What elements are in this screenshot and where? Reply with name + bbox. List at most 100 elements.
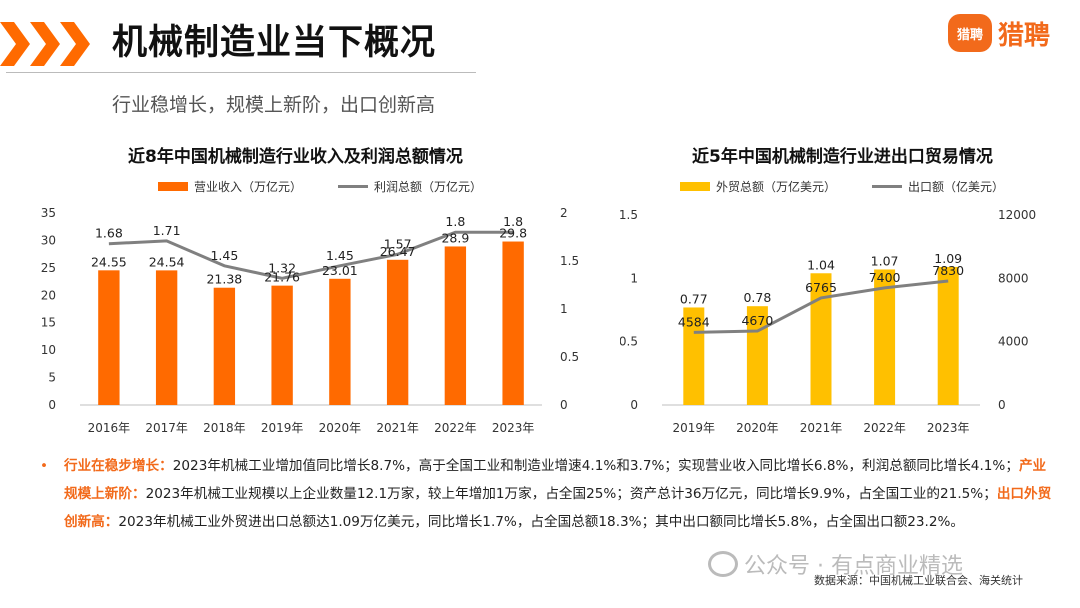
- chart2-left-tick-label: 1: [630, 271, 638, 285]
- chart2-line-value-label: 7830: [932, 263, 964, 278]
- chart2-category-label: 2019年: [673, 421, 716, 435]
- chart1-bar-value-label: 26.47: [380, 244, 416, 259]
- chart1-line-value-label: 1.8: [503, 214, 523, 229]
- chart1-legend-line-swatch: [338, 185, 369, 188]
- chart1-category-label: 2016年: [88, 421, 131, 435]
- chart2-legend-line-label: 出口额（亿美元）: [908, 180, 1005, 194]
- logo-text: 猎聘: [998, 20, 1051, 51]
- chart1-bar-value-label: 28.9: [441, 230, 469, 245]
- chart2-bar-value-label: 0.77: [680, 291, 708, 306]
- chart1-line-value-label: 1.8: [445, 214, 465, 229]
- chart2-line-value-label: 6765: [805, 280, 837, 295]
- chart1-legend-line-label: 利润总额（万亿元）: [374, 180, 483, 194]
- chart2-legend-bar-label: 外贸总额（万亿美元）: [716, 180, 837, 194]
- chart1-left-tick-label: 10: [41, 343, 56, 357]
- wechat-icon: [708, 551, 738, 577]
- chart1-line-value-label: 1.32: [268, 260, 296, 275]
- chart2-line-value-label: 4670: [741, 313, 773, 328]
- text-growth: 2023年机械工业增加值同比增长8.7%，高于全国工业和制造业增速4.1%和3.…: [172, 458, 1019, 474]
- chart2-svg: 0 0.5 1 1.5 0 4000 8000 12000 2019年 2020年 2021年 202…: [620, 208, 1036, 435]
- chart1-line-series: [108, 230, 514, 280]
- chart2-category-label: 2023年: [927, 421, 970, 435]
- chart2-category-label: 2022年: [863, 421, 906, 435]
- summary-paragraph: • 行业在稳步增长：2023年机械工业增加值同比增长8.7%，高于全国工业和制造…: [40, 452, 1052, 536]
- highlight-growth: 行业在稳步增长：: [64, 458, 173, 474]
- chart1-category-label: 2018年: [203, 421, 246, 435]
- chart2-category-label: 2021年: [800, 421, 843, 435]
- chart1-left-tick-label: 15: [41, 316, 56, 330]
- chart2-right-tick-label: 4000: [998, 335, 1029, 349]
- chart1-category-label: 2017年: [145, 421, 188, 435]
- chart2-right-tick-label: 0: [998, 398, 1006, 412]
- chart1-bar: [329, 278, 351, 405]
- chart1-bar-value-label: 23.01: [322, 263, 358, 278]
- chart2-bar-value-label: 1.04: [807, 257, 835, 272]
- chart1-right-tick-label: 0: [560, 398, 568, 412]
- chart1-line-value-label: 1.45: [326, 248, 354, 263]
- title-divider: [6, 72, 476, 73]
- chevrons-decoration: [0, 22, 90, 66]
- chart1-category-label: 2021年: [376, 421, 419, 435]
- chart2-bar-value-label: 1.09: [934, 251, 962, 266]
- chart1-bar: [98, 270, 120, 405]
- chart2-left-tick-label: 0.5: [620, 335, 638, 349]
- chart1-bar-value-label: 21.76: [264, 270, 300, 285]
- chart2-bar-value-label: 1.07: [871, 253, 899, 268]
- chart1-right-tick-label: 1: [560, 302, 568, 316]
- chart2-line-series: [693, 279, 949, 334]
- chart1-legend-bar-label: 营业收入（万亿元）: [194, 180, 303, 194]
- chart1-left-tick-label: 5: [48, 371, 56, 385]
- chart2-left-tick-label: 0: [630, 398, 638, 412]
- watermark-text: 公众号 · 有点商业精选: [744, 554, 963, 579]
- chart1-right-tick-label: 2: [560, 206, 568, 220]
- chart1-bar-value-label: 21.38: [206, 272, 242, 287]
- chart2-line-value-label: 7400: [869, 270, 901, 285]
- chart1-left-tick-label: 25: [41, 261, 56, 275]
- chart1-category-label: 2019年: [261, 421, 304, 435]
- chart1-bar-value-label: 29.8: [499, 226, 527, 241]
- chart1-bar: [271, 285, 293, 405]
- chart2-bar: [937, 266, 959, 405]
- text-scale: 2023年机械工业规模以上企业数量12.1万家，较上年增加1万家，占全国25%；…: [145, 486, 997, 502]
- highlight-export: 出口外贸创新高：: [64, 486, 1052, 530]
- page-subtitle: 行业稳增长，规模上新阶，出口创新高: [112, 94, 436, 116]
- bullet-dot: •: [40, 458, 49, 474]
- watermark: 公众号 · 有点商业精选: [708, 548, 963, 580]
- chart1-left-tick-label: 30: [41, 233, 56, 247]
- chart2-bar-value-label: 0.78: [743, 290, 771, 305]
- chart1-bar-value-label: 24.55: [91, 254, 127, 269]
- chart1-category-label: 2022年: [434, 421, 477, 435]
- page-title: 机械制造业当下概况: [112, 23, 437, 63]
- chart1-svg: 0 5 10 15 20 25 30 35 0 0.5 1 1.5 2 2016年 2017年 2018年 20…: [41, 206, 579, 435]
- chart1-line-value-label: 1.68: [95, 226, 123, 241]
- chart2-left-tick-label: 1.5: [620, 208, 638, 222]
- chart1-line-value-label: 1.45: [210, 248, 238, 263]
- logo-badge: 猎聘: [948, 14, 992, 52]
- chart1-legend: 营业收入（万亿元） 利润总额（万亿元）: [158, 178, 482, 195]
- chart1-bar-value-label: 24.54: [149, 254, 185, 269]
- chart2-right-tick-label: 12000: [998, 208, 1036, 222]
- chart2-bar: [874, 269, 896, 405]
- logo: 猎聘 猎聘: [948, 14, 1050, 52]
- chart1-right-tick-label: 0.5: [560, 350, 579, 364]
- chart2-legend: 外贸总额（万亿美元） 出口额（亿美元）: [680, 178, 1004, 195]
- chart1-left-tick-label: 35: [41, 206, 56, 220]
- chart2-line-value-label: 4584: [678, 314, 710, 329]
- chart1-bar: [213, 287, 236, 405]
- chart1-bar: [444, 246, 467, 405]
- chart1-legend-bar-swatch: [158, 182, 188, 191]
- chart1-right-tick-label: 1.5: [560, 254, 579, 268]
- chart2-category-label: 2020年: [736, 421, 779, 435]
- chart1-category-label: 2020年: [319, 421, 362, 435]
- chart1-line-value-label: 1.57: [384, 236, 412, 251]
- chart2-title: 近5年中国机械制造行业进出口贸易情况: [692, 147, 993, 167]
- chart1-left-tick-label: 20: [41, 288, 56, 302]
- chart1-bar: [386, 259, 409, 405]
- chart2-legend-bar-swatch: [680, 182, 710, 191]
- chart2-bar: [810, 273, 832, 405]
- chart2-legend-line-swatch: [872, 185, 903, 188]
- chart1-bar: [502, 241, 524, 405]
- chart1-line-value-label: 1.71: [153, 223, 181, 238]
- text-export: 2023年机械工业外贸进出口总额达1.09万亿美元，同比增长1.7%，占全国总额…: [118, 514, 964, 530]
- chart1-bar: [155, 270, 178, 405]
